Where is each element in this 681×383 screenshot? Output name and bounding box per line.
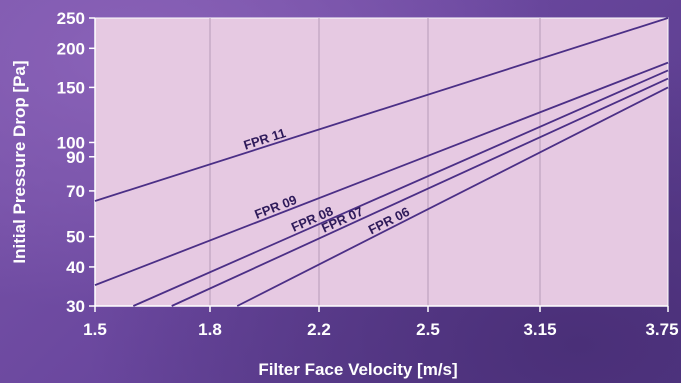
x-tick-label: 2.5 bbox=[416, 320, 440, 339]
x-tick-label: 1.5 bbox=[83, 320, 107, 339]
y-axis-title: Initial Pressure Drop [Pa] bbox=[10, 60, 29, 263]
axes bbox=[89, 17, 669, 312]
series-line-fpr-06 bbox=[236, 86, 669, 307]
y-tick-label: 90 bbox=[66, 148, 85, 167]
y-tick-label: 250 bbox=[57, 9, 85, 28]
series-line-fpr-11 bbox=[94, 17, 669, 202]
x-axis-title: Filter Face Velocity [m/s] bbox=[258, 360, 457, 379]
y-tick-label: 200 bbox=[57, 39, 85, 58]
x-tick-label: 3.15 bbox=[523, 320, 556, 339]
grid-lines bbox=[209, 18, 541, 306]
series-line-fpr-09 bbox=[94, 61, 669, 286]
x-tick-label: 3.75 bbox=[645, 320, 678, 339]
y-tick-label: 30 bbox=[66, 297, 85, 316]
plot-area bbox=[94, 17, 669, 307]
y-tick-label: 70 bbox=[66, 182, 85, 201]
x-tick-label: 1.8 bbox=[198, 320, 222, 339]
y-tick-label: 100 bbox=[57, 133, 85, 152]
y-tick-label: 150 bbox=[57, 78, 85, 97]
series-lines bbox=[94, 17, 669, 307]
series-line-fpr-07 bbox=[171, 77, 669, 307]
series-line-fpr-08 bbox=[132, 69, 669, 307]
x-tick-labels: 1.5 1.8 2.2 2.5 3.15 3.75 bbox=[83, 320, 678, 339]
y-tick-label: 40 bbox=[66, 258, 85, 277]
y-tick-label: 50 bbox=[66, 228, 85, 247]
x-tick-label: 2.2 bbox=[307, 320, 331, 339]
